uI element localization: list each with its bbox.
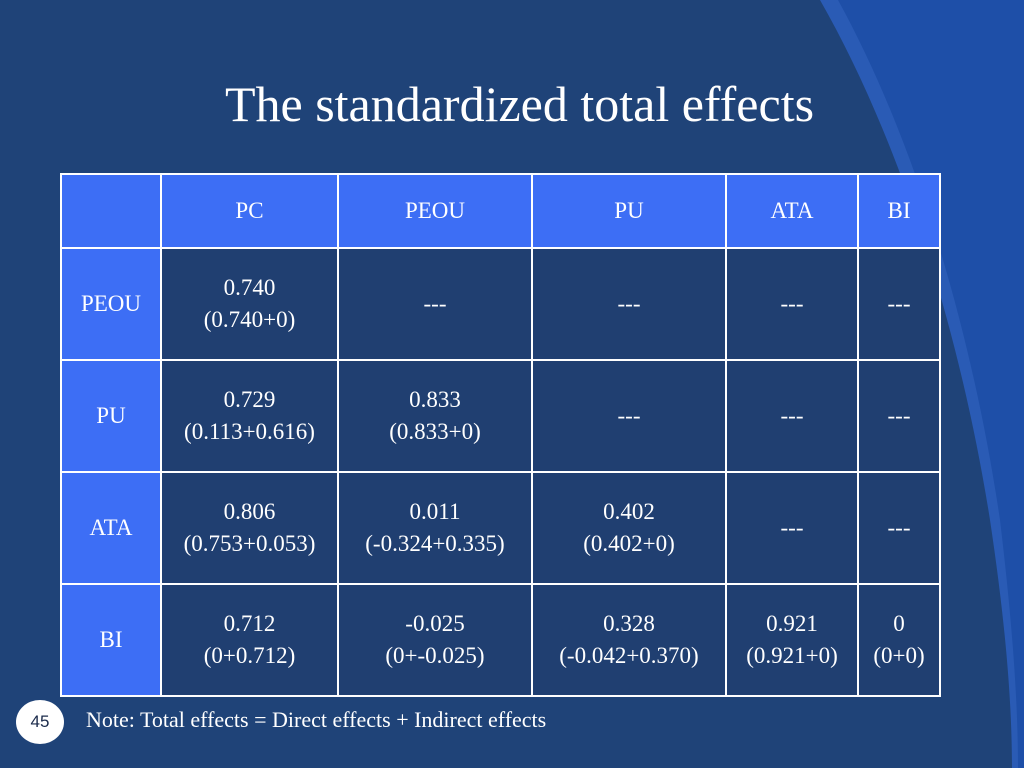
cell-value: 0.402 <box>603 499 655 524</box>
cell-value: -0.025 <box>405 611 465 636</box>
cell-breakdown: (0.833+0) <box>389 419 481 444</box>
cell-value: 0.712 <box>223 611 276 636</box>
cell-value: --- <box>617 291 641 316</box>
cell-breakdown: (0.113+0.616) <box>184 419 315 444</box>
table-row: BI 0.712 (0+0.712) -0.025 (0+-0.025) 0.328… <box>60 583 941 697</box>
table-cell: --- <box>531 247 727 361</box>
column-header: PC <box>160 173 339 249</box>
table-cell: 0 (0+0) <box>857 583 941 697</box>
table-cell: --- <box>531 359 727 473</box>
cell-value: 0 <box>893 611 905 636</box>
table-row: ATA 0.806 (0.753+0.053) 0.011 (-0.324+0.33… <box>60 471 941 585</box>
column-header: PEOU <box>337 173 533 249</box>
column-header <box>60 173 162 249</box>
row-header: ATA <box>60 471 162 585</box>
cell-value: 0.328 <box>603 611 655 636</box>
row-header: PEOU <box>60 247 162 361</box>
table-cell: 0.328 (-0.042+0.370) <box>531 583 727 697</box>
cell-value: --- <box>423 291 447 316</box>
cell-value: --- <box>780 291 804 316</box>
column-header: PU <box>531 173 727 249</box>
slide-title: The standardized total effects <box>224 76 815 132</box>
column-header: ATA <box>725 173 859 249</box>
cell-breakdown: (-0.324+0.335) <box>365 531 505 556</box>
table-cell: 0.402 (0.402+0) <box>531 471 727 585</box>
cell-breakdown: (-0.042+0.370) <box>559 643 699 668</box>
table-cell: --- <box>857 359 941 473</box>
table-cell: 0.921 (0.921+0) <box>725 583 859 697</box>
table-cell: --- <box>725 247 859 361</box>
cell-breakdown: (0+0.712) <box>203 643 296 668</box>
cell-breakdown: (0+-0.025) <box>385 643 485 668</box>
cell-breakdown: (0.921+0) <box>746 643 838 668</box>
table-cell: 0.740 (0.740+0) <box>160 247 339 361</box>
cell-value: 0.921 <box>766 611 818 636</box>
table-header-row: PC PEOU PU ATA BI <box>60 173 941 249</box>
cell-breakdown: (0.740+0) <box>203 307 296 332</box>
cell-value: 0.729 <box>223 387 276 412</box>
table-cell: 0.806 (0.753+0.053) <box>160 471 339 585</box>
table-cell: --- <box>725 471 859 585</box>
cell-value: --- <box>887 291 911 316</box>
cell-breakdown: (0.753+0.053) <box>183 531 316 556</box>
table-row: PEOU 0.740 (0.740+0) --- --- --- --- <box>60 247 941 361</box>
page-number-badge: 45 <box>16 700 64 744</box>
table-cell: 0.833 (0.833+0) <box>337 359 533 473</box>
cell-value: --- <box>887 403 911 428</box>
cell-breakdown: (0.402+0) <box>583 531 675 556</box>
row-header: PU <box>60 359 162 473</box>
cell-value: --- <box>887 515 911 540</box>
table-cell: --- <box>857 471 941 585</box>
table-cell: 0.729 (0.113+0.616) <box>160 359 339 473</box>
cell-value: 0.806 <box>223 499 276 524</box>
column-header: BI <box>857 173 941 249</box>
row-header: BI <box>60 583 162 697</box>
cell-value: --- <box>780 403 804 428</box>
table-cell: -0.025 (0+-0.025) <box>337 583 533 697</box>
table-cell: --- <box>337 247 533 361</box>
cell-value: 0.740 <box>223 275 276 300</box>
table-cell: 0.011 (-0.324+0.335) <box>337 471 533 585</box>
total-effects-table: PC PEOU PU ATA BI PEOU 0.740 (0.740+0) --… <box>60 173 941 697</box>
footnote-note: Note: Total effects = Direct effects + I… <box>86 707 547 732</box>
table-row: PU 0.729 (0.113+0.616) 0.833 (0.833+0) ---… <box>60 359 941 473</box>
cell-value: 0.833 <box>409 387 461 412</box>
cell-value: --- <box>617 403 641 428</box>
table-cell: 0.712 (0+0.712) <box>160 583 339 697</box>
cell-value: --- <box>780 515 804 540</box>
table-cell: --- <box>725 359 859 473</box>
cell-value: 0.011 <box>409 499 461 524</box>
table-cell: --- <box>857 247 941 361</box>
cell-breakdown: (0+0) <box>873 643 925 668</box>
